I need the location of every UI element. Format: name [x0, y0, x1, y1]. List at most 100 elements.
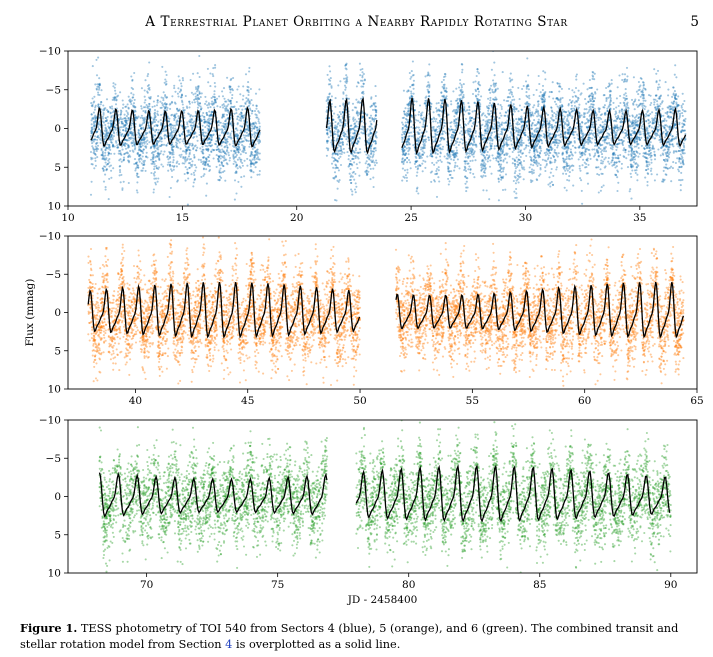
flux-point — [121, 106, 124, 110]
flux-point — [121, 122, 125, 125]
flux-point — [98, 77, 101, 80]
flux-point — [217, 178, 220, 181]
flux-point — [219, 149, 222, 152]
flux-point — [114, 89, 117, 92]
flux-point — [101, 157, 104, 161]
flux-point — [619, 117, 622, 120]
flux-point — [258, 122, 261, 125]
flux-point — [135, 115, 138, 118]
flux-point — [644, 99, 647, 102]
flux-point — [248, 100, 251, 103]
flux-point — [129, 128, 132, 131]
flux-point — [450, 100, 453, 103]
flux-point — [333, 198, 337, 202]
flux-point — [229, 99, 232, 103]
flux-point — [138, 160, 141, 163]
flux-point — [133, 158, 137, 161]
flux-point — [210, 102, 213, 105]
flux-point — [104, 148, 107, 151]
flux-point — [222, 103, 225, 106]
flux-point — [93, 138, 96, 141]
flux-point — [147, 107, 150, 110]
flux-point — [152, 153, 155, 156]
flux-point — [191, 126, 194, 129]
flux-point — [354, 122, 357, 125]
flux-point — [225, 150, 228, 153]
flux-point — [227, 131, 230, 134]
flux-point — [525, 87, 528, 90]
flux-point — [240, 137, 243, 140]
flux-point — [221, 140, 224, 143]
flux-point — [104, 151, 107, 154]
flux-point — [208, 169, 211, 173]
flux-point — [130, 99, 133, 102]
flux-point — [111, 107, 114, 110]
flux-point — [227, 135, 230, 138]
flux-point — [120, 145, 123, 148]
flux-point — [173, 115, 176, 118]
flux-point — [231, 87, 234, 90]
flux-point — [124, 129, 127, 132]
flux-point — [574, 146, 577, 149]
flux-point — [253, 146, 256, 149]
flux-point — [361, 95, 364, 98]
flux-point — [565, 172, 568, 175]
flux-point — [234, 165, 237, 168]
flux-point — [120, 160, 123, 163]
flux-point — [184, 145, 188, 148]
flux-point — [122, 156, 126, 159]
flux-point — [258, 127, 261, 131]
flux-point — [127, 161, 131, 164]
flux-point — [243, 149, 246, 152]
flux-point — [255, 116, 258, 119]
flux-point — [104, 186, 107, 189]
flux-point — [196, 98, 199, 101]
flux-point — [107, 159, 110, 162]
flux-point — [206, 124, 209, 127]
flux-point — [474, 135, 478, 138]
flux-point — [205, 112, 208, 115]
flux-point — [233, 160, 236, 163]
flux-point — [195, 135, 198, 138]
flux-point — [245, 139, 248, 142]
flux-point — [146, 139, 149, 142]
flux-point — [249, 165, 252, 168]
flux-point — [358, 148, 362, 151]
flux-point — [241, 115, 244, 118]
flux-point — [222, 159, 225, 162]
flux-point — [164, 107, 167, 110]
flux-point — [330, 162, 334, 165]
flux-point — [153, 144, 156, 147]
flux-point — [482, 119, 485, 122]
flux-point — [256, 150, 259, 154]
flux-point — [201, 145, 204, 148]
flux-point — [222, 122, 225, 125]
flux-point — [159, 119, 162, 122]
flux-point — [484, 120, 487, 123]
flux-point — [206, 145, 209, 148]
flux-point — [110, 123, 113, 126]
flux-point — [338, 104, 342, 108]
flux-point — [223, 127, 226, 131]
flux-point — [334, 174, 338, 178]
flux-point — [144, 131, 147, 134]
flux-point — [336, 166, 340, 170]
flux-point — [242, 94, 245, 97]
flux-point — [232, 106, 235, 109]
flux-point — [207, 121, 210, 124]
flux-point — [202, 168, 205, 171]
flux-point — [329, 77, 332, 80]
flux-point — [220, 176, 223, 179]
flux-point — [91, 128, 94, 131]
flux-point — [143, 137, 146, 140]
flux-point — [246, 126, 249, 129]
flux-point — [169, 152, 172, 155]
flux-point — [162, 153, 165, 156]
flux-point — [226, 138, 229, 141]
flux-point — [425, 130, 428, 133]
flux-point — [169, 123, 172, 126]
flux-point — [193, 120, 196, 123]
flux-point — [119, 165, 122, 168]
flux-point — [507, 89, 510, 92]
flux-point — [505, 99, 508, 103]
